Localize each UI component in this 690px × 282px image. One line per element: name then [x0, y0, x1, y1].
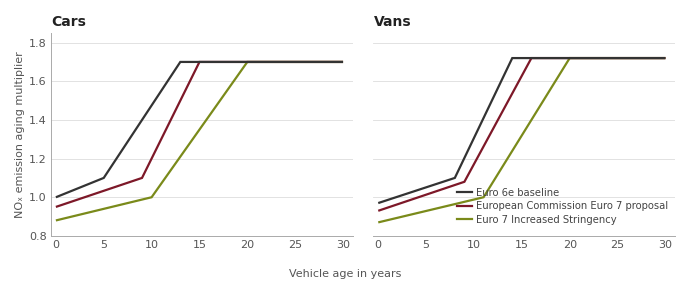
Text: Vans: Vans [373, 15, 411, 29]
Legend: Euro 6e baseline, European Commission Euro 7 proposal, Euro 7 Increased Stringen: Euro 6e baseline, European Commission Eu… [455, 186, 670, 227]
Text: Vehicle age in years: Vehicle age in years [289, 269, 401, 279]
Y-axis label: NOₓ emission aging multiplier: NOₓ emission aging multiplier [15, 51, 25, 218]
Text: Cars: Cars [51, 15, 86, 29]
